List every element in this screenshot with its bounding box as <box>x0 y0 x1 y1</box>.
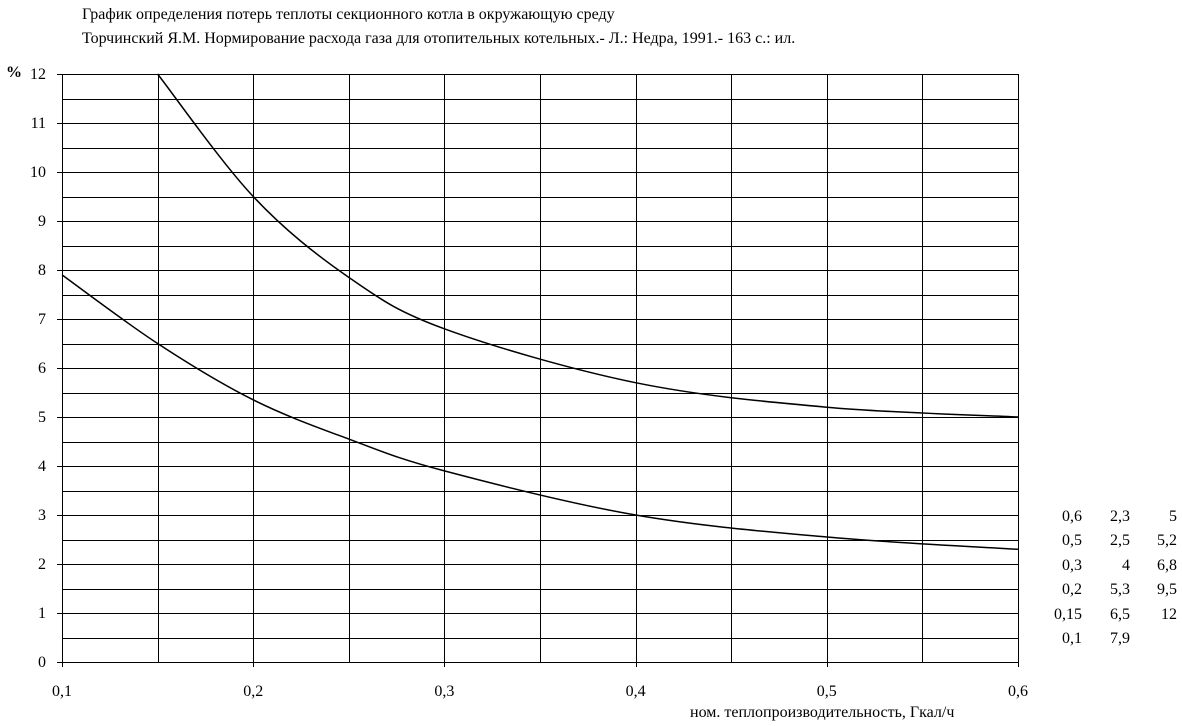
chart-title: График определения потерь теплоты секцио… <box>82 6 615 23</box>
x-tick-label: 0,3 <box>434 683 454 700</box>
table-cell: 0,2 <box>1062 581 1082 598</box>
y-tick-label: 12 <box>30 66 46 83</box>
table-cell: 9,5 <box>1157 581 1177 598</box>
series-line-lower <box>61 274 1019 551</box>
table-cell: 2,5 <box>1110 532 1130 549</box>
x-tick-label: 0,1 <box>52 683 72 700</box>
chart-subtitle: Торчинский Я.М. Нормирование расхода газ… <box>82 30 796 47</box>
table-cell: 0,1 <box>1062 630 1082 647</box>
y-tick-label: 5 <box>38 409 46 426</box>
table-cell: 5,3 <box>1110 581 1130 598</box>
y-tick-label: 11 <box>31 115 46 132</box>
y-axis-label: % <box>6 64 22 81</box>
table-cell: 0,6 <box>1062 508 1082 525</box>
y-tick-label: 10 <box>30 164 46 181</box>
table-cell: 12 <box>1161 606 1177 623</box>
y-tick-label: 2 <box>38 556 46 573</box>
table-cell: 7,9 <box>1110 630 1130 647</box>
table-cell: 4 <box>1122 557 1130 574</box>
table-cell: 2,3 <box>1110 508 1130 525</box>
table-cell: 6,5 <box>1110 606 1130 623</box>
series-line-upper <box>157 73 1019 418</box>
y-tick-label: 1 <box>38 605 46 622</box>
x-tick-label: 0,6 <box>1008 683 1028 700</box>
y-tick-label: 9 <box>38 213 46 230</box>
table-cell: 6,8 <box>1157 557 1177 574</box>
table-cell: 5 <box>1169 508 1177 525</box>
x-tick-label: 0,2 <box>243 683 263 700</box>
table-cell: 5,2 <box>1157 532 1177 549</box>
table-cell: 0,3 <box>1062 557 1082 574</box>
x-axis-label: ном. теплопроизводительность, Гкал/ч <box>690 704 955 721</box>
y-tick-label: 3 <box>38 507 46 524</box>
y-tick-label: 6 <box>38 360 46 377</box>
table-cell: 0,15 <box>1054 606 1082 623</box>
table-cell: 0,5 <box>1062 532 1082 549</box>
x-tick-label: 0,5 <box>817 683 837 700</box>
y-tick-label: 0 <box>38 654 46 671</box>
y-tick-label: 7 <box>38 311 46 328</box>
y-tick-label: 8 <box>38 262 46 279</box>
x-tick-label: 0,4 <box>626 683 646 700</box>
y-tick-label: 4 <box>38 458 46 475</box>
